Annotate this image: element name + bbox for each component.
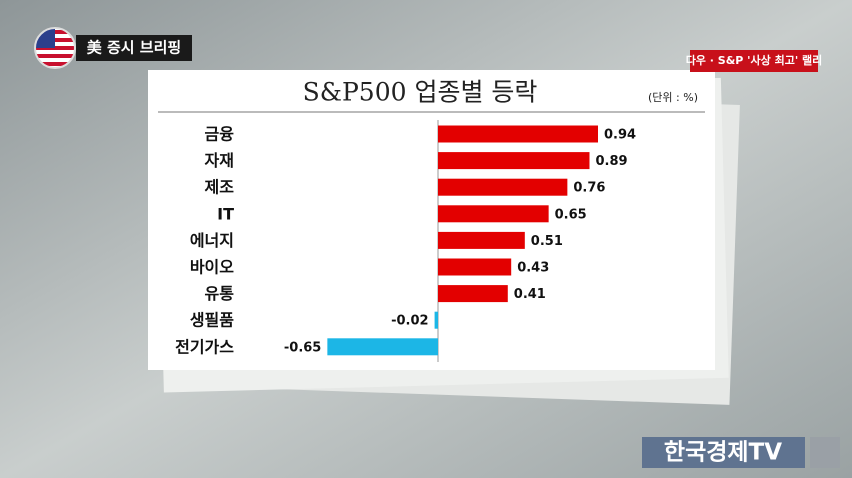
bar — [438, 152, 590, 170]
bar — [438, 178, 568, 196]
program-title: 美 증시 브리핑 — [87, 39, 181, 57]
value-label: 0.41 — [514, 287, 546, 302]
bar — [438, 231, 525, 249]
category-label: 유통 — [205, 284, 235, 303]
bar — [438, 125, 598, 143]
category-label: 바이오 — [190, 258, 234, 277]
value-label: 0.76 — [573, 181, 605, 196]
bar — [438, 205, 549, 223]
chart-card — [148, 70, 715, 370]
value-label: 0.94 — [604, 128, 636, 143]
value-label: -0.65 — [284, 340, 321, 355]
category-label: 에너지 — [190, 231, 234, 250]
category-label: 금융 — [205, 125, 235, 144]
headline-badge — [690, 50, 818, 72]
value-label: 0.51 — [531, 234, 563, 249]
category-label: 생필품 — [190, 311, 234, 330]
value-label: 0.89 — [595, 154, 627, 169]
logo-box — [642, 437, 805, 468]
channel-logo: 한국경제TV — [664, 440, 782, 466]
category-label: 제조 — [205, 178, 235, 197]
logo-side — [810, 437, 840, 468]
bar — [327, 338, 438, 356]
unit-label: (단위 : %) — [648, 91, 698, 104]
category-label: 전기가스 — [175, 337, 234, 356]
category-label: IT — [217, 204, 234, 223]
category-label: 자재 — [205, 151, 234, 170]
bar — [438, 258, 512, 276]
us-flag — [35, 28, 75, 68]
value-label: -0.02 — [391, 314, 428, 329]
value-label: 0.43 — [517, 261, 549, 276]
headline: 다우 · S&P '사상 최고' 랠리 — [686, 53, 823, 67]
value-label: 0.65 — [555, 207, 587, 222]
chart-title: S&P500 업종별 등락 — [303, 78, 538, 107]
bar — [434, 311, 438, 329]
bar — [438, 285, 508, 303]
program-badge — [76, 35, 192, 61]
flag-ring — [34, 27, 76, 69]
